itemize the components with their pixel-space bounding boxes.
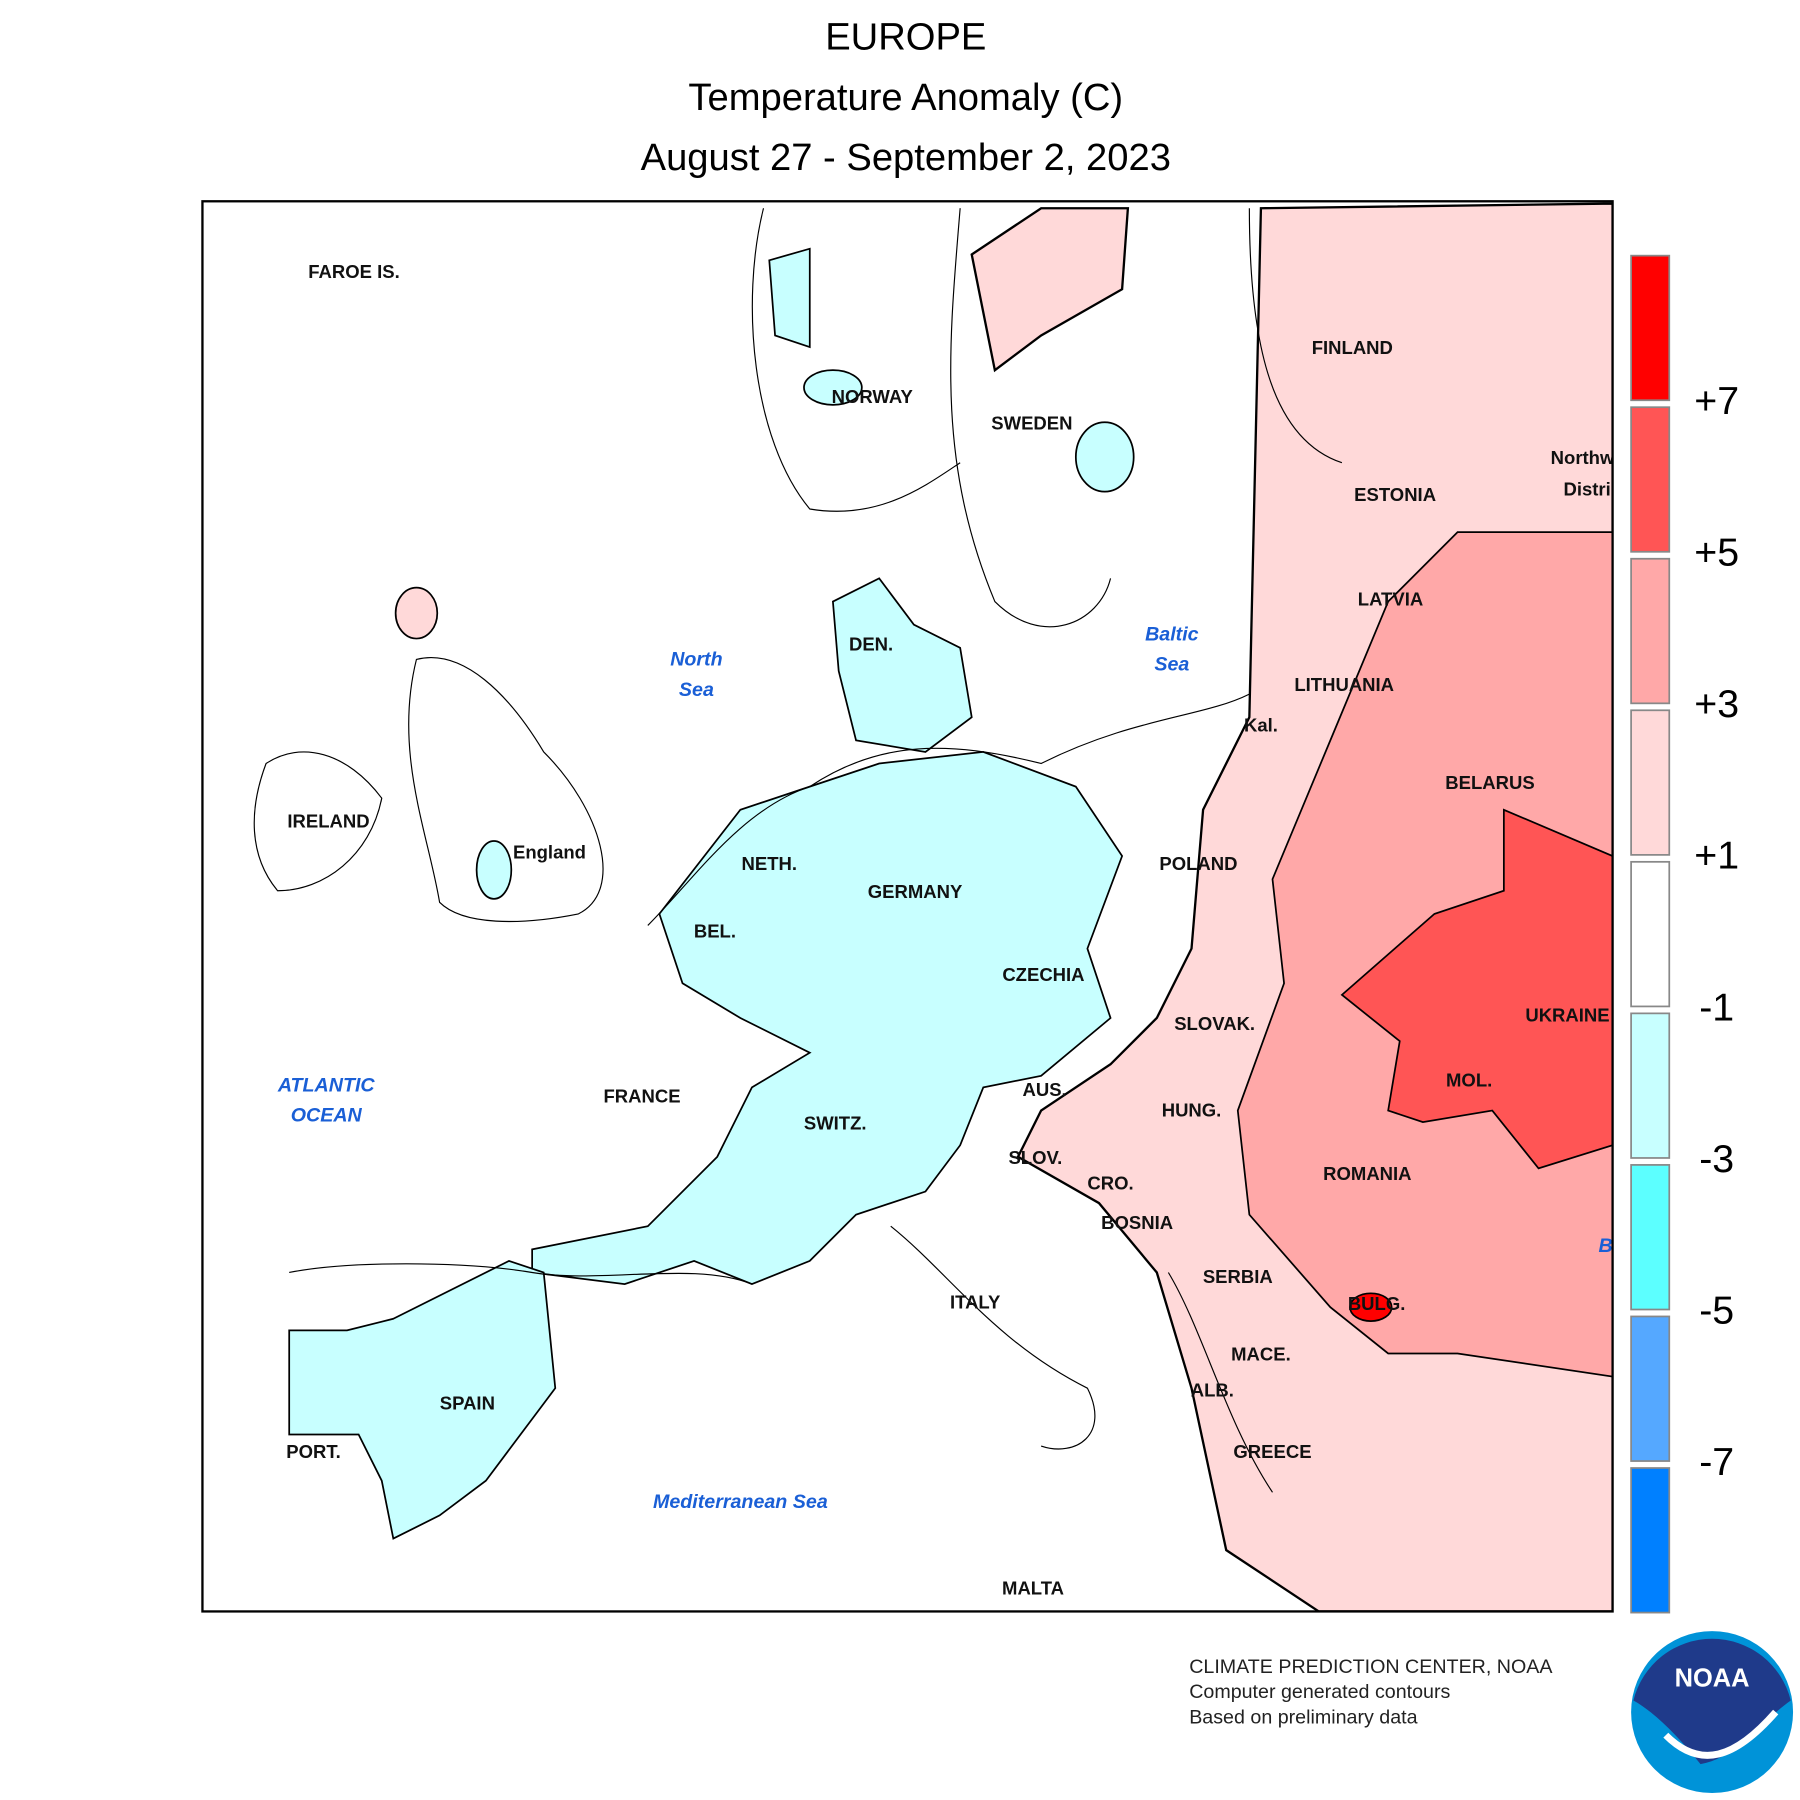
country-label: SERBIA xyxy=(1203,1266,1273,1287)
water-label: North xyxy=(670,649,722,671)
map-frame xyxy=(201,200,1614,1613)
country-label: SWEDEN xyxy=(991,412,1072,433)
anomaly-minus1 xyxy=(831,577,973,753)
country-label: UKRAINE xyxy=(1525,1005,1609,1026)
coastline xyxy=(253,208,1343,1493)
anomaly-minus1 xyxy=(531,751,1124,1285)
country-label: BULG. xyxy=(1348,1293,1406,1314)
legend-tick-label: -5 xyxy=(1699,1288,1734,1332)
country-label: NORWAY xyxy=(832,386,914,407)
water-label: Sea xyxy=(679,679,714,701)
country-label: HUNG. xyxy=(1162,1100,1222,1121)
logo-bird xyxy=(1663,1709,1779,1759)
anomaly-minus1 xyxy=(1074,421,1135,493)
water-label: OCEAN xyxy=(291,1105,363,1127)
anomaly-minus1 xyxy=(288,1259,557,1540)
country-label: LATVIA xyxy=(1358,588,1423,609)
footer-line: Based on preliminary data xyxy=(1189,1707,1417,1729)
legend-box xyxy=(1630,1012,1671,1159)
country-label: FRANCE xyxy=(603,1086,680,1107)
legend-box xyxy=(1630,406,1671,553)
anomaly-plus1 xyxy=(970,207,1130,373)
legend-tick-label: +3 xyxy=(1694,682,1739,726)
country-label: Kal. xyxy=(1244,714,1278,735)
legend-box xyxy=(1630,709,1671,856)
legend-box xyxy=(1630,254,1671,402)
anomaly-plus5 xyxy=(1340,808,1613,1170)
country-label: MALTA xyxy=(1002,1577,1064,1598)
period: August 27 - September 2, 2023 xyxy=(641,136,1171,179)
country-label: PORT. xyxy=(286,1441,340,1462)
legend: +7 +5 +3 +1 -1 -3 -5 -7 xyxy=(1630,254,1739,1614)
country-label: FAROE IS. xyxy=(308,261,400,282)
country-label: DEN. xyxy=(849,633,893,654)
anomaly-plus7 xyxy=(1349,1292,1393,1322)
country-label: ALB. xyxy=(1191,1380,1234,1401)
anomaly-minus1 xyxy=(768,247,811,349)
country-label: ITALY xyxy=(950,1292,1001,1313)
map: FAROE IS. NORWAY SWEDEN FINLAND ESTONIA LATVI… xyxy=(202,201,1615,1612)
country-label: Distri xyxy=(1563,478,1610,499)
water-label: B xyxy=(1599,1235,1613,1257)
country-label: CRO. xyxy=(1087,1172,1133,1193)
water-label: Mediterranean Sea xyxy=(653,1491,828,1513)
country-label: MACE. xyxy=(1231,1344,1291,1365)
country-label: IRELAND xyxy=(287,810,369,831)
country-label: BEL. xyxy=(694,920,736,941)
country-label: SWITZ. xyxy=(804,1112,867,1133)
country-label: ESTONIA xyxy=(1354,484,1436,505)
legend-tick-label: +1 xyxy=(1694,834,1739,878)
title: EUROPE xyxy=(825,16,986,59)
legend-tick-label: -3 xyxy=(1699,1137,1734,1181)
country-label: NETH. xyxy=(742,853,798,874)
labels: FAROE IS. NORWAY SWEDEN FINLAND ESTONIA LATVI… xyxy=(277,261,1615,1598)
water-label: Baltic xyxy=(1145,623,1199,645)
country-label: CZECHIA xyxy=(1002,964,1084,985)
legend-box xyxy=(1630,1467,1671,1614)
legend-box xyxy=(1630,557,1671,705)
water-label: Sea xyxy=(1154,653,1189,675)
legend-box xyxy=(1630,860,1671,1008)
country-label: MOL. xyxy=(1446,1070,1492,1091)
country-label: SLOV. xyxy=(1008,1147,1062,1168)
water-label: ATLANTIC xyxy=(277,1074,376,1096)
country-label: BELARUS xyxy=(1445,772,1534,793)
footer-line: CLIMATE PREDICTION CENTER, NOAA xyxy=(1189,1656,1553,1678)
country-label: FINLAND xyxy=(1312,337,1393,358)
country-label: BOSNIA xyxy=(1101,1212,1173,1233)
country-label: AUS. xyxy=(1023,1079,1067,1100)
country-label: SLOVAK. xyxy=(1174,1013,1255,1034)
country-label: Northw xyxy=(1551,447,1615,468)
country-label: POLAND xyxy=(1159,853,1237,874)
legend-box xyxy=(1630,1315,1671,1462)
footer-line: Computer generated contours xyxy=(1189,1681,1450,1703)
country-label: ROMANIA xyxy=(1323,1163,1411,1184)
logo-text: NOAA xyxy=(1675,1665,1750,1693)
subtitle: Temperature Anomaly (C) xyxy=(688,76,1123,119)
legend-tick-label: +5 xyxy=(1694,531,1739,575)
anomaly-plus1 xyxy=(394,586,439,640)
noaa-logo: NOAA xyxy=(1631,1631,1794,1794)
anomaly-minus1 xyxy=(475,840,513,900)
country-label: GERMANY xyxy=(868,881,963,902)
anomaly-minus1 xyxy=(803,369,863,406)
country-label: GREECE xyxy=(1233,1441,1311,1462)
legend-tick-label: +7 xyxy=(1694,379,1739,423)
legend-box xyxy=(1630,1164,1671,1311)
country-label: England xyxy=(513,842,586,863)
legend-tick-label: -1 xyxy=(1699,985,1734,1029)
legend-tick-label: -7 xyxy=(1699,1440,1734,1484)
country-label: SPAIN xyxy=(440,1392,495,1413)
country-label: LITHUANIA xyxy=(1294,674,1394,695)
